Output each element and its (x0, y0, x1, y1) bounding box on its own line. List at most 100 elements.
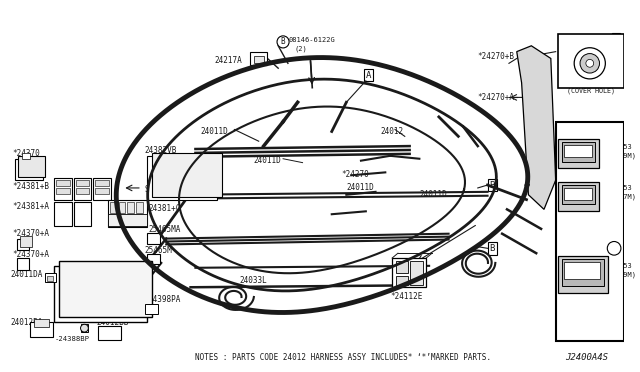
Bar (145, 304, 159, 314)
Text: (28489M): (28489M) (602, 272, 636, 278)
Bar (561, 185, 595, 205)
Bar (250, 52, 268, 65)
Circle shape (607, 241, 621, 255)
Text: *24381+A: *24381+A (12, 202, 49, 211)
Text: 24095H: 24095H (561, 36, 588, 45)
Text: (2): (2) (295, 46, 307, 52)
Text: 24011D: 24011D (346, 183, 374, 192)
Text: *24112E: *24112E (390, 292, 422, 301)
Text: 25465M: 25465M (145, 246, 173, 255)
Text: NOTES : PARTS CODE 24012 HARNESS ASSY INCLUDES* ‘*’MARKED PARTS.: NOTES : PARTS CODE 24012 HARNESS ASSY IN… (195, 353, 492, 362)
Bar (45, 273, 56, 282)
Text: (4): (4) (575, 233, 588, 239)
Bar (147, 156, 217, 200)
Bar (20, 235, 32, 247)
Bar (118, 202, 125, 213)
Text: SEC.253: SEC.253 (602, 185, 632, 191)
Text: D: D (560, 224, 565, 233)
Bar (147, 254, 161, 264)
Text: *24270+B: *24270+B (478, 52, 515, 61)
Bar (147, 233, 161, 244)
Bar (396, 276, 408, 285)
Bar (108, 214, 147, 226)
Bar (56, 188, 70, 194)
Text: 24011D: 24011D (254, 156, 282, 165)
Text: 08166-6161A: 08166-6161A (572, 224, 618, 230)
Bar (54, 178, 72, 200)
Bar (561, 259, 604, 286)
Circle shape (574, 48, 605, 79)
Bar (74, 202, 92, 226)
Bar (74, 178, 92, 200)
Text: SEC.252: SEC.252 (145, 185, 177, 194)
Text: *24370+A: *24370+A (12, 229, 49, 238)
Text: 24382VB: 24382VB (145, 146, 177, 155)
Bar (152, 153, 221, 197)
Circle shape (580, 54, 600, 73)
Text: (28487M): (28487M) (602, 194, 636, 200)
Bar (557, 256, 608, 293)
Bar (30, 322, 53, 337)
Bar (17, 258, 29, 270)
Text: B: B (490, 244, 495, 253)
Text: 24398PA: 24398PA (148, 295, 181, 304)
Text: A: A (366, 71, 371, 80)
Circle shape (586, 60, 594, 67)
Text: A: A (563, 127, 568, 136)
Text: 24381+C: 24381+C (148, 205, 181, 214)
Text: (COVER HOLE): (COVER HOLE) (568, 88, 616, 94)
Bar (22, 153, 30, 159)
Bar (564, 188, 592, 200)
Text: 24012: 24012 (380, 126, 404, 136)
Bar (98, 326, 122, 340)
Text: SEC.253: SEC.253 (602, 263, 632, 269)
Text: 24012BB: 24012BB (96, 318, 129, 327)
Bar (556, 122, 624, 341)
Bar (18, 156, 45, 177)
Text: *24381+B: *24381+B (12, 182, 49, 191)
Bar (136, 202, 143, 213)
Text: 24011D: 24011D (419, 190, 447, 199)
Bar (15, 159, 43, 180)
Text: *24382R: *24382R (62, 314, 95, 324)
Text: 24033L: 24033L (239, 276, 267, 285)
Text: SEC.253: SEC.253 (602, 144, 632, 150)
Bar (557, 139, 598, 169)
Text: -24388BP: -24388BP (54, 336, 89, 342)
Bar (95, 188, 109, 194)
Text: B: B (281, 38, 285, 46)
Text: 24011DA: 24011DA (10, 270, 43, 279)
Bar (95, 180, 109, 186)
Text: 08146-6122G: 08146-6122G (289, 37, 335, 43)
Bar (561, 142, 595, 162)
Bar (396, 261, 408, 273)
Text: 24217A: 24217A (215, 55, 243, 64)
Text: 24012BA: 24012BA (10, 318, 43, 327)
Bar (47, 276, 53, 282)
Bar (59, 261, 152, 317)
Bar (54, 202, 72, 226)
Text: 24011D: 24011D (200, 126, 228, 136)
Bar (127, 202, 134, 213)
Bar (564, 145, 592, 157)
Bar (17, 238, 29, 250)
Polygon shape (516, 46, 556, 209)
Text: J2400A4S: J2400A4S (565, 353, 609, 362)
Bar (34, 320, 49, 327)
Bar (109, 202, 116, 213)
Bar (410, 261, 423, 285)
Text: *24370: *24370 (12, 149, 40, 158)
Text: ø30: ø30 (577, 81, 590, 87)
Bar (392, 258, 426, 287)
Text: (28489M): (28489M) (602, 153, 636, 159)
Bar (557, 34, 624, 88)
Bar (254, 55, 264, 63)
Bar (81, 324, 88, 332)
Text: *24270+A: *24270+A (478, 93, 515, 102)
Bar (56, 180, 70, 186)
Text: 25465MA: 25465MA (148, 225, 181, 234)
Bar (108, 200, 147, 227)
Text: *24270: *24270 (342, 170, 369, 179)
Bar (93, 178, 111, 200)
Bar (557, 182, 598, 211)
